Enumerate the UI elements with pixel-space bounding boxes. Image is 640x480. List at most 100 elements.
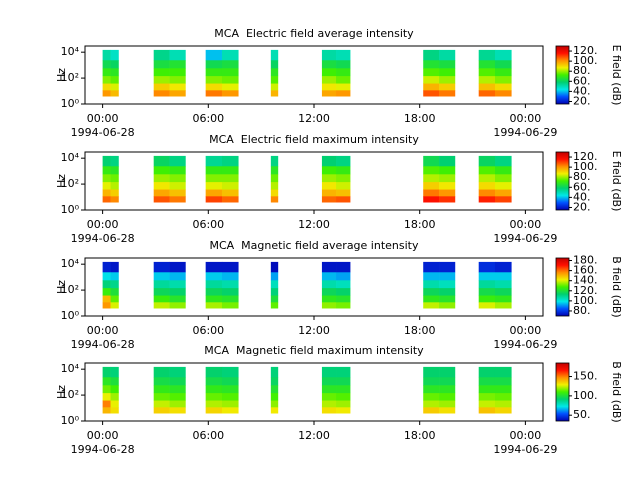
spectrogram-cell — [439, 376, 456, 386]
panel-title: MCA Magnetic field average intensity — [209, 239, 418, 252]
spectrogram-cell — [205, 49, 223, 61]
spectrogram-cell — [336, 261, 351, 273]
spectrogram-cell — [321, 280, 337, 289]
spectrogram-cell — [102, 68, 111, 77]
spectrogram-cell — [102, 385, 111, 394]
spectrogram-cell — [494, 49, 512, 61]
x-tick-label: 00:00 1994-06-28 — [71, 112, 135, 139]
spectrogram-cell — [321, 392, 337, 401]
y-tick-label: 10² — [61, 283, 79, 296]
spectrogram-cell — [423, 400, 440, 408]
spectrogram-cell — [153, 280, 170, 289]
colorbar-label: B field (dB) — [610, 256, 623, 317]
spectrogram-cell — [169, 90, 186, 97]
y-axis-label: Hz — [55, 280, 68, 294]
colorbar — [555, 45, 570, 105]
spectrogram-cell — [321, 261, 337, 273]
spectrogram-cell — [169, 155, 186, 167]
spectrogram-cell — [153, 385, 170, 394]
spectrogram-cell — [205, 189, 223, 197]
colorbar-tick-label: 120. — [573, 44, 598, 57]
spectrogram-cell — [439, 385, 456, 394]
spectrogram-cell — [110, 376, 119, 386]
colorbar — [555, 151, 570, 211]
colorbar-tick-label: 50. — [573, 408, 591, 421]
colorbar-tick-label: 150. — [573, 370, 598, 383]
spectrogram-cell — [221, 83, 239, 91]
spectrogram-cell — [205, 271, 223, 281]
y-axis-label: Hz — [55, 68, 68, 82]
spectrogram-cell — [321, 181, 337, 190]
spectrogram-cell — [439, 302, 456, 309]
spectrogram-cell — [439, 189, 456, 197]
spectrogram-cell — [221, 59, 239, 69]
spectrogram-cell — [205, 196, 223, 203]
y-axis-label: Hz — [55, 385, 68, 399]
spectrogram-cell — [153, 407, 170, 414]
y-tick-label: 10⁰ — [61, 203, 80, 216]
spectrogram-cell — [169, 181, 186, 190]
spectrogram-cell — [205, 155, 223, 167]
spectrogram-cell — [102, 392, 111, 401]
spectrogram-cell — [270, 280, 279, 289]
spectrogram-cell — [169, 287, 186, 296]
spectrogram-cell — [494, 287, 512, 296]
spectrogram-cell — [423, 155, 440, 167]
spectrogram-cell — [153, 90, 170, 97]
spectrogram-cell — [439, 271, 456, 281]
spectrogram-cell — [110, 49, 119, 61]
x-tick-label: 00:00 1994-06-28 — [71, 218, 135, 245]
spectrogram-cell — [439, 174, 456, 183]
spectrogram-cell — [423, 165, 440, 175]
spectrogram-cell — [169, 83, 186, 91]
spectrogram-cell — [221, 181, 239, 190]
spectrogram-cell — [478, 366, 496, 378]
spectrogram-cell — [110, 295, 119, 303]
spectrogram-cell — [478, 261, 496, 273]
spectrogram-cell — [153, 181, 170, 190]
spectrogram-cell — [439, 75, 456, 84]
spectrogram-cell — [102, 295, 111, 303]
y-tick-label: 10² — [61, 388, 79, 401]
spectrogram-cell — [494, 90, 512, 97]
spectrogram-cell — [423, 189, 440, 197]
spectrogram-cell — [205, 181, 223, 190]
spectrogram-cell — [478, 280, 496, 289]
spectrogram-cell — [478, 385, 496, 394]
spectrogram-cell — [205, 261, 223, 273]
spectrogram-cell — [169, 400, 186, 408]
spectrogram-cell — [102, 174, 111, 183]
spectrogram-cell — [102, 49, 111, 61]
spectrogram-cell — [321, 68, 337, 77]
spectrogram-cell — [439, 83, 456, 91]
colorbar-label: B field (dB) — [610, 361, 623, 422]
spectrogram-cell — [321, 271, 337, 281]
x-tick-label: 12:00 — [298, 112, 330, 125]
spectrogram-cell — [205, 302, 223, 309]
spectrogram-cell — [205, 75, 223, 84]
colorbar-tick-label: 20. — [573, 200, 591, 213]
spectrogram-cell — [336, 392, 351, 401]
spectrogram-cell — [221, 196, 239, 203]
y-tick-label: 10⁴ — [61, 362, 80, 375]
colorbar-tick-label: 120. — [573, 284, 598, 297]
spectrogram-cell — [336, 376, 351, 386]
spectrogram-cell — [169, 75, 186, 84]
spectrogram-cell — [439, 196, 456, 203]
spectrogram-cell — [336, 302, 351, 309]
spectrogram-cell — [205, 280, 223, 289]
spectrogram-cell — [321, 189, 337, 197]
spectrogram-cell — [270, 196, 279, 203]
spectrogram-cell — [102, 400, 111, 408]
spectrogram-cell — [102, 75, 111, 84]
y-tick-label: 10² — [61, 177, 79, 190]
spectrogram-cell — [321, 302, 337, 309]
spectrogram-cell — [439, 155, 456, 167]
spectrogram-cell — [478, 174, 496, 183]
spectrogram-cell — [478, 68, 496, 77]
spectrogram-cell — [321, 376, 337, 386]
spectrogram-cell — [270, 366, 279, 378]
spectrogram-cell — [102, 59, 111, 69]
spectrogram-cell — [478, 287, 496, 296]
spectrogram-cell — [494, 174, 512, 183]
